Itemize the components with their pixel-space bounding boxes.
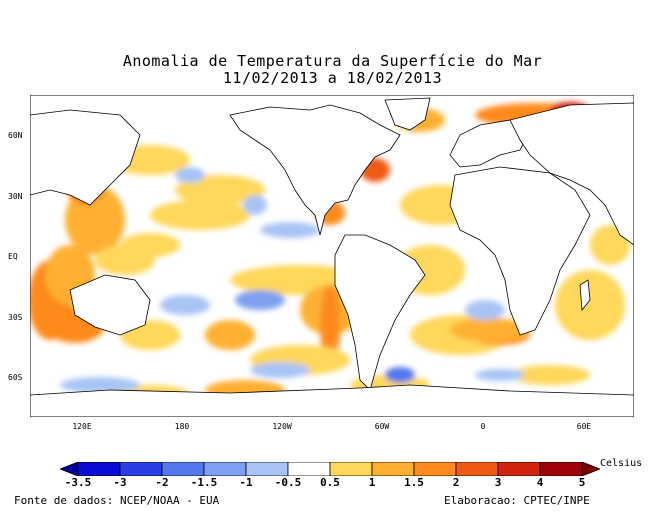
- legend-arrow-high: [581, 462, 600, 476]
- data-source-note: Fonte de dados: NCEP/NOAA - EUA: [14, 494, 220, 507]
- legend-arrow-low: [60, 462, 79, 476]
- lon-label-60w: 60W: [374, 422, 390, 431]
- lat-label-60s: 60S: [8, 373, 23, 382]
- legend-swatch: [203, 462, 247, 476]
- legend-unit: Celsius: [600, 458, 643, 469]
- legend-tick-label: 3: [494, 476, 502, 489]
- legend-swatch: [497, 462, 541, 476]
- lon-label-120w: 120W: [272, 422, 292, 431]
- legend-tick-label: -1.5: [190, 476, 218, 489]
- legend-swatch: [413, 462, 457, 476]
- lat-label-eq: EQ: [8, 252, 18, 261]
- legend-swatch: [77, 462, 121, 476]
- legend-tick-label: 2: [452, 476, 460, 489]
- color-legend-bar: [60, 462, 600, 476]
- legend-tick-label: -1: [239, 476, 253, 489]
- credits-note: Elaboracao: CPTEC/INPE: [444, 494, 590, 507]
- lat-label-30n: 30N: [8, 192, 23, 201]
- sst-anomaly-map: [30, 95, 634, 417]
- lat-label-30s: 30S: [8, 313, 23, 322]
- legend-tick-label: 1.5: [404, 476, 424, 489]
- legend-tick-label: 1: [368, 476, 376, 489]
- lon-label-0: 0: [480, 422, 486, 431]
- legend-swatch: [329, 462, 373, 476]
- legend-tick-label: -3: [113, 476, 127, 489]
- legend-swatch: [119, 462, 163, 476]
- legend-tick-label: -0.5: [274, 476, 302, 489]
- map-title: Anomalia de Temperatura da Superfície do…: [122, 52, 543, 70]
- legend-swatch: [455, 462, 499, 476]
- legend-tick-label: 0.5: [320, 476, 340, 489]
- lon-label-120e: 120E: [72, 422, 92, 431]
- legend-swatch: [161, 462, 205, 476]
- legend-swatch: [371, 462, 415, 476]
- legend-tick-label: -2: [155, 476, 169, 489]
- legend-tick-label: 5: [578, 476, 586, 489]
- map-date-range: 11/02/2013 a 18/02/2013: [222, 69, 443, 87]
- legend-tick-label: -3.5: [64, 476, 92, 489]
- lon-label-60e: 60E: [576, 422, 592, 431]
- legend-swatch: [287, 462, 331, 476]
- legend-tick-label: 4: [536, 476, 544, 489]
- lon-label-180: 180: [174, 422, 190, 431]
- lat-label-60n: 60N: [8, 131, 23, 140]
- land-masses: [30, 97, 634, 417]
- legend-swatch: [539, 462, 583, 476]
- legend-swatch: [245, 462, 289, 476]
